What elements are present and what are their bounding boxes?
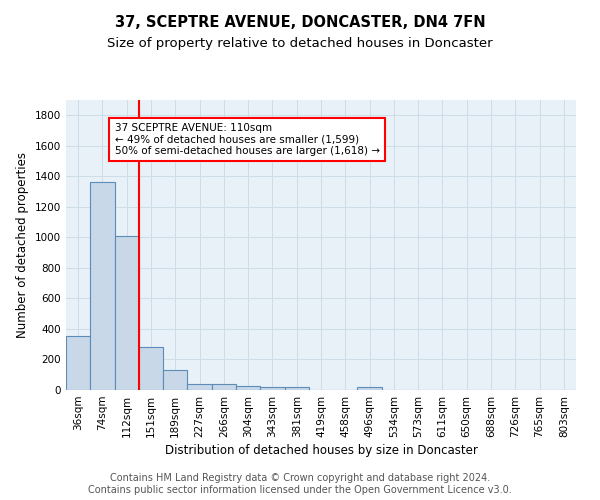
X-axis label: Distribution of detached houses by size in Doncaster: Distribution of detached houses by size … xyxy=(164,444,478,457)
Y-axis label: Number of detached properties: Number of detached properties xyxy=(16,152,29,338)
Text: Contains HM Land Registry data © Crown copyright and database right 2024.
Contai: Contains HM Land Registry data © Crown c… xyxy=(88,474,512,495)
Bar xyxy=(236,386,260,390)
Bar xyxy=(187,384,212,390)
Bar xyxy=(163,370,187,390)
Bar xyxy=(115,236,139,390)
Text: 37, SCEPTRE AVENUE, DONCASTER, DN4 7FN: 37, SCEPTRE AVENUE, DONCASTER, DN4 7FN xyxy=(115,15,485,30)
Bar xyxy=(284,388,309,390)
Bar xyxy=(90,182,115,390)
Text: 37 SCEPTRE AVENUE: 110sqm
← 49% of detached houses are smaller (1,599)
50% of se: 37 SCEPTRE AVENUE: 110sqm ← 49% of detac… xyxy=(115,123,380,156)
Bar xyxy=(66,336,90,390)
Bar xyxy=(358,388,382,390)
Bar xyxy=(260,388,284,390)
Bar xyxy=(212,384,236,390)
Bar xyxy=(139,346,163,390)
Text: Size of property relative to detached houses in Doncaster: Size of property relative to detached ho… xyxy=(107,38,493,51)
